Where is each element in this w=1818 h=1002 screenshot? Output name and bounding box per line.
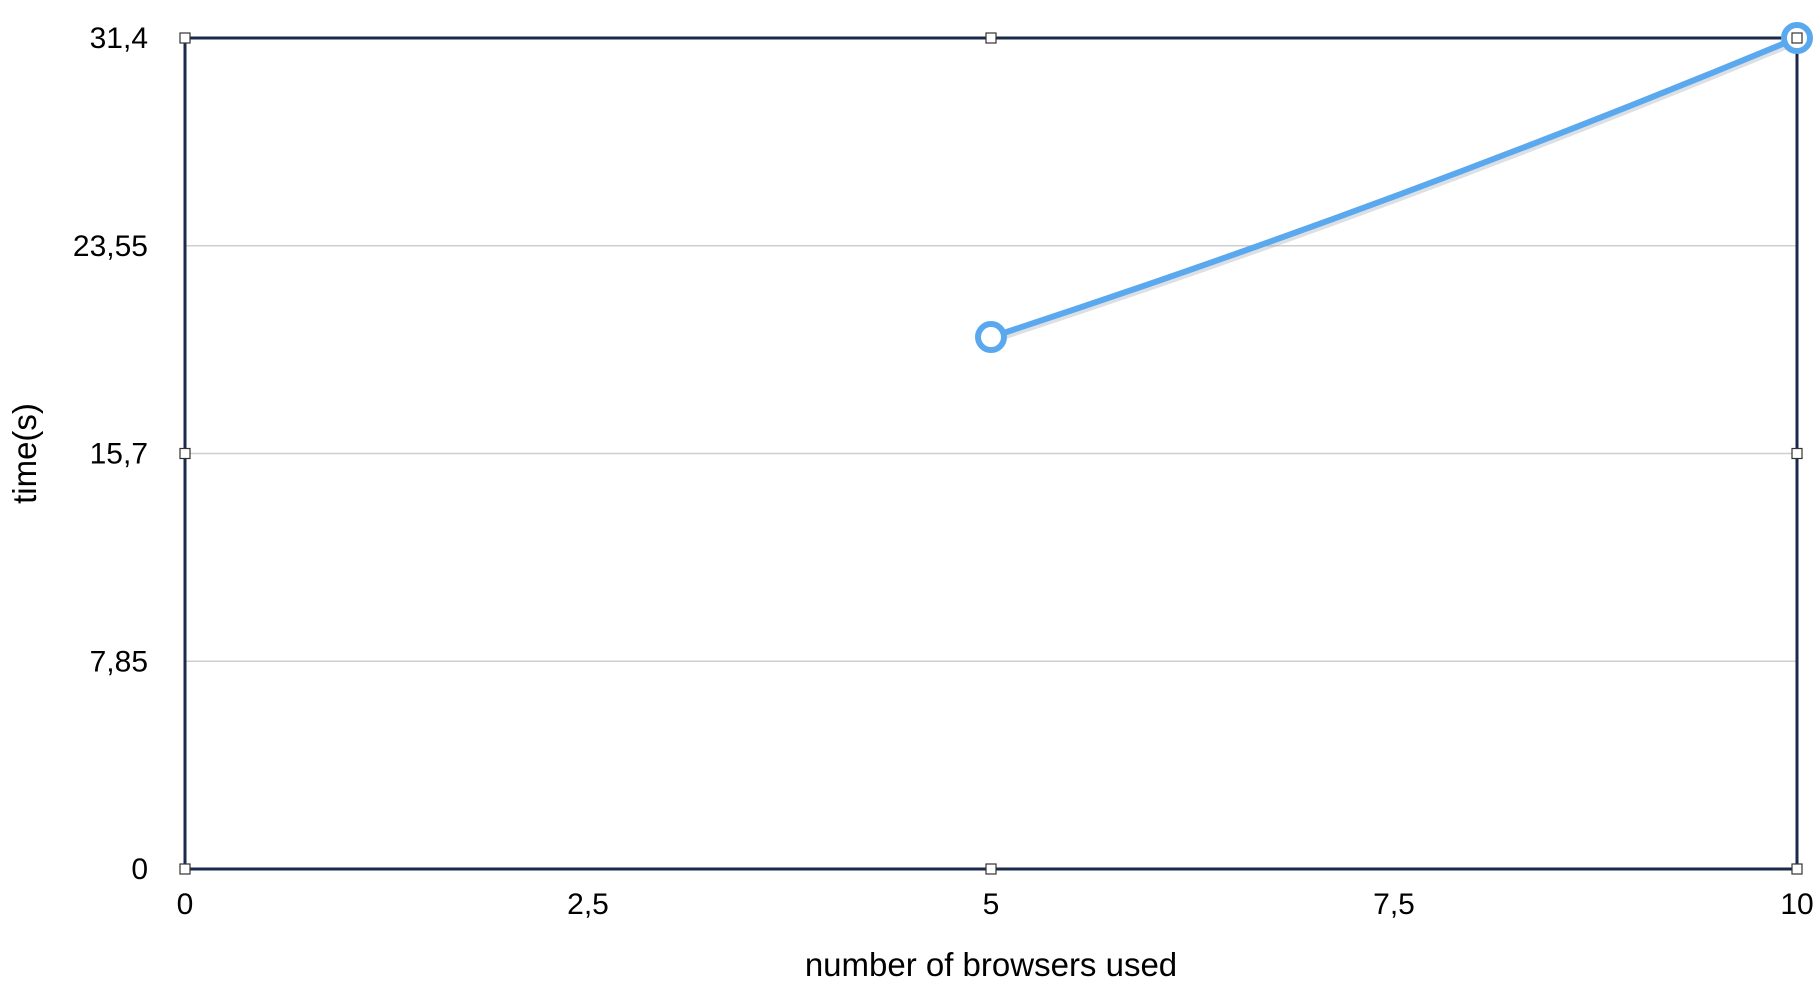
x-tick-label: 5 — [983, 888, 1000, 921]
resize-handle[interactable] — [985, 32, 997, 44]
series-line-shadow — [992, 38, 1801, 343]
x-axis-title: number of browsers used — [805, 946, 1177, 983]
x-tick-label: 7,5 — [1373, 888, 1415, 921]
y-tick-label: 0 — [131, 853, 148, 886]
y-axis-title: time(s) — [6, 403, 43, 504]
x-tick-labels: 0 2,5 5 7,5 10 — [177, 888, 1814, 921]
selection-handles — [179, 32, 1803, 875]
resize-handle[interactable] — [1791, 863, 1803, 875]
resize-handle[interactable] — [179, 863, 191, 875]
y-tick-labels: 0 7,85 15,7 23,55 31,4 — [73, 22, 148, 886]
y-tick-label: 15,7 — [90, 438, 148, 471]
resize-handle[interactable] — [1791, 447, 1803, 460]
series-layer — [975, 22, 1813, 354]
y-tick-label: 31,4 — [90, 22, 148, 55]
grid-layer — [185, 245, 1797, 662]
series-line-0 — [988, 35, 1800, 341]
resize-handle[interactable] — [1791, 32, 1803, 44]
resize-handle[interactable] — [985, 863, 997, 875]
data-point — [975, 321, 1007, 354]
resize-handle[interactable] — [179, 447, 191, 460]
y-tick-label: 7,85 — [90, 645, 148, 678]
y-tick-label: 23,55 — [73, 230, 148, 263]
resize-handle[interactable] — [179, 32, 191, 44]
x-tick-label: 2,5 — [567, 888, 609, 921]
x-tick-label: 0 — [177, 888, 194, 921]
x-tick-label: 10 — [1780, 888, 1813, 921]
